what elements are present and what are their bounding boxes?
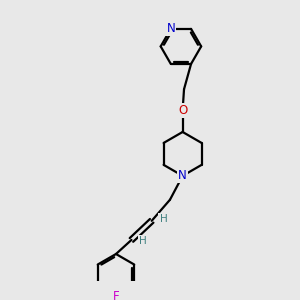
Text: F: F: [113, 290, 119, 300]
Text: N: N: [167, 22, 175, 35]
Text: H: H: [140, 236, 147, 246]
Text: H: H: [160, 214, 167, 224]
Text: O: O: [178, 104, 187, 117]
Text: N: N: [178, 169, 187, 182]
